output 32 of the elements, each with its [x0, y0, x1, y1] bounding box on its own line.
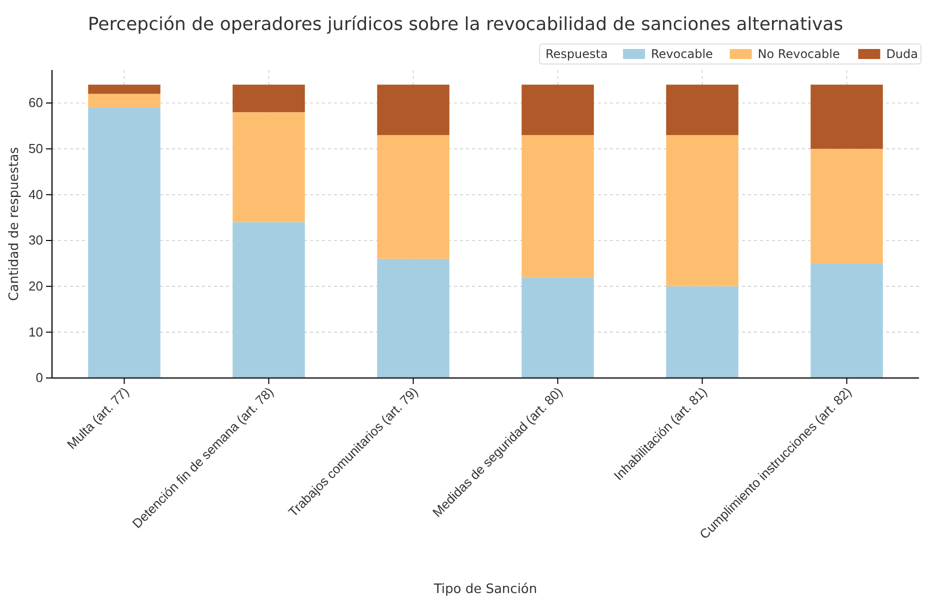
legend-label: Revocable	[651, 47, 713, 61]
y-tick-label: 20	[28, 278, 43, 294]
bar	[232, 222, 305, 378]
bar	[810, 148, 883, 264]
bar	[522, 277, 594, 378]
y-tick-label: 40	[28, 186, 43, 202]
bar	[522, 84, 594, 136]
x-axis-title: Tipo de Sanción	[432, 582, 538, 597]
bar	[377, 84, 450, 136]
bar	[810, 84, 883, 149]
bar	[88, 94, 160, 108]
bar	[232, 112, 305, 222]
bar	[810, 263, 883, 378]
bar	[666, 286, 738, 378]
chart-title: Percepción de operadores jurídicos sobre la revocabilidad de sanciones alternativas	[88, 14, 844, 35]
y-tick-label: 0	[36, 370, 43, 386]
legend-title: Respuesta	[546, 47, 608, 61]
bar	[522, 135, 594, 278]
y-tick-label: 60	[28, 95, 43, 110]
bar	[377, 135, 450, 259]
bar	[88, 84, 160, 94]
bar	[88, 108, 160, 378]
bar	[232, 84, 305, 112]
bar	[666, 84, 738, 136]
y-tick-label: 10	[28, 324, 43, 340]
bar	[666, 135, 738, 286]
legend-label: No Revocable	[758, 47, 840, 61]
y-tick-label: 30	[28, 232, 43, 248]
y-tick-label: 50	[28, 140, 43, 156]
legend-label: Duda	[886, 47, 918, 61]
y-axis-title: Cantidad de respuestas	[7, 146, 22, 301]
bar	[377, 258, 450, 378]
